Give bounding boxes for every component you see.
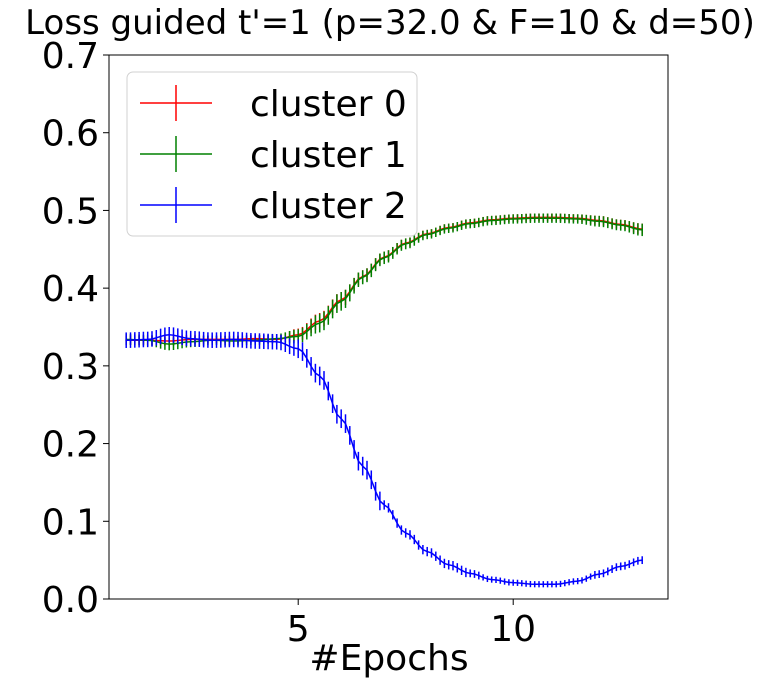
data-point	[318, 375, 321, 377]
y-tick-label: 0.6	[42, 114, 99, 155]
data-point	[490, 219, 493, 222]
data-point	[426, 550, 429, 553]
data-point	[340, 300, 343, 303]
y-tick-label: 0.4	[42, 269, 99, 310]
y-tick-label: 0.5	[42, 191, 99, 232]
data-point	[168, 343, 170, 345]
data-point	[361, 276, 364, 279]
data-point	[211, 339, 213, 342]
data-point	[576, 580, 579, 582]
data-point	[641, 559, 643, 561]
data-point	[318, 322, 321, 324]
data-point	[469, 222, 472, 225]
legend-item: cluster 1	[140, 135, 407, 176]
data-point	[598, 220, 600, 223]
data-point	[555, 217, 557, 219]
data-point	[598, 573, 600, 575]
legend-box	[126, 71, 418, 237]
data-point	[555, 583, 557, 586]
y-tick-label: 0.1	[42, 502, 99, 543]
legend-label: cluster 1	[250, 135, 407, 176]
data-point	[297, 335, 300, 338]
data-point	[619, 224, 622, 226]
data-point	[232, 338, 235, 341]
data-point	[576, 218, 579, 220]
data-point	[619, 565, 622, 568]
legend-label: cluster 2	[250, 186, 407, 227]
legend-item: cluster 2	[140, 186, 407, 227]
data-point	[426, 233, 429, 236]
legend-label: cluster 0	[250, 84, 407, 125]
data-point	[275, 340, 278, 343]
series-line	[126, 334, 643, 585]
legend: cluster 0 cluster 1 cluster 2	[126, 71, 418, 237]
data-point	[383, 257, 386, 259]
legend-item: cluster 0	[140, 84, 407, 125]
data-point	[361, 465, 364, 467]
y-tick-label: 0.7	[42, 36, 99, 77]
data-point	[297, 347, 300, 350]
data-point	[512, 218, 514, 220]
series-cluster-2	[125, 327, 643, 588]
data-point	[469, 572, 472, 575]
data-point	[168, 333, 170, 336]
data-point	[641, 229, 643, 231]
x-tick-label: 5	[287, 609, 310, 650]
data-point	[254, 340, 256, 342]
data-point	[189, 337, 192, 340]
y-tick-label: 0.3	[42, 347, 99, 388]
data-point	[125, 339, 127, 342]
data-point	[447, 227, 450, 230]
data-point	[383, 504, 386, 506]
y-tick-label: 0.0	[42, 580, 99, 621]
data-point	[404, 532, 407, 534]
data-point	[533, 583, 536, 586]
data-point	[490, 578, 493, 581]
data-point	[447, 564, 450, 566]
plot-area-frame	[108, 54, 669, 600]
x-tick-label: 10	[490, 609, 536, 650]
data-point	[404, 243, 407, 245]
y-tick-label: 0.2	[42, 425, 99, 466]
data-point	[340, 417, 343, 420]
series-line	[126, 217, 643, 345]
x-axis-label: #Epochs	[309, 638, 468, 679]
data-point	[533, 217, 536, 219]
data-point	[512, 581, 514, 584]
chart-title: Loss guided t'=1 (p=32.0 & F=10 & d=50)	[25, 3, 755, 43]
data-point	[146, 338, 149, 341]
